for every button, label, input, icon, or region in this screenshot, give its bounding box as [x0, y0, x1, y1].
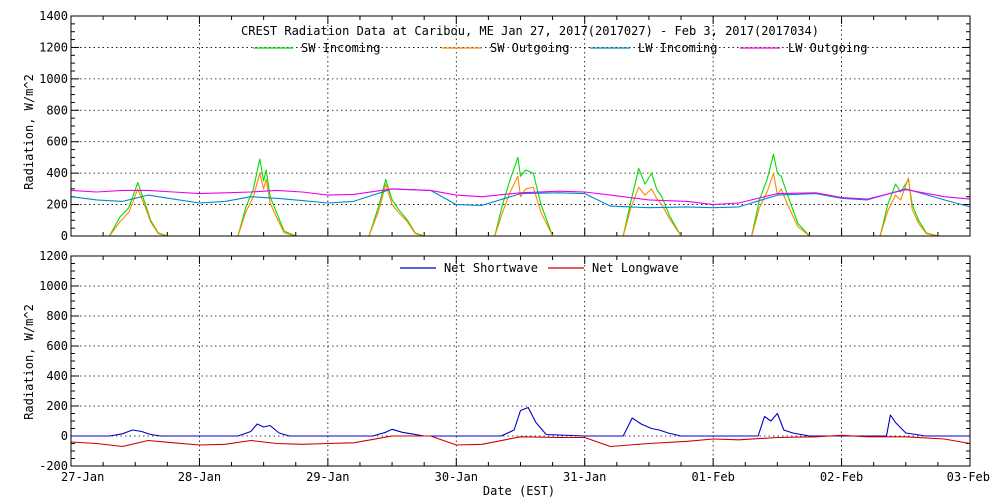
- x-axis-label: Date (EST): [483, 484, 555, 498]
- top-y-tick-label: 1000: [39, 72, 68, 86]
- net-shortwave-legend-label: Net Shortwave: [444, 261, 538, 275]
- bottom-y-tick-label: 1000: [39, 279, 68, 293]
- top-y-tick-label: 600: [46, 135, 68, 149]
- chart-title: CREST Radiation Data at Caribou, ME Jan …: [241, 24, 819, 38]
- x-tick-label: 28-Jan: [178, 470, 221, 484]
- bottom-y-axis-label: Radiation, W/m^2: [22, 304, 36, 420]
- top-plot-frame: [70, 15, 971, 237]
- bottom-y-tick-label: 800: [46, 309, 68, 323]
- x-tick-label: 30-Jan: [435, 470, 478, 484]
- x-tick-label: 03-Feb: [947, 470, 990, 484]
- top-y-tick-label: 1200: [39, 40, 68, 54]
- top-y-tick-label: 200: [46, 198, 68, 212]
- top-y-tick-label: 0: [61, 229, 68, 243]
- sw-outgoing-legend-label: SW Outgoing: [490, 41, 569, 55]
- top-panel: 0 200 400 600 800 1000 1200 1400 SW Incoming SW O…: [39, 9, 971, 243]
- x-tick-label: 27-Jan: [61, 470, 104, 484]
- bottom-panel: -200 0 200 400 600 800 1000 1200 27-Jan 28-Jan 29-…: [39, 249, 990, 484]
- net-longwave-line: [70, 434, 971, 448]
- bottom-y-tick-label: -200: [39, 459, 68, 473]
- bottom-plot-frame: [70, 255, 971, 467]
- lw-outgoing-legend-label: LW Outgoing: [788, 41, 867, 55]
- sw-incoming-line: [71, 153, 970, 237]
- lw-outgoing-line: [70, 188, 971, 206]
- bottom-y-tick-label: 200: [46, 399, 68, 413]
- net-shortwave-line: [71, 406, 970, 437]
- lw-incoming-legend-label: LW Incoming: [638, 41, 717, 55]
- top-y-axis-label: Radiation, W/m^2: [22, 74, 36, 190]
- top-y-tick-label: 1400: [39, 9, 68, 23]
- x-tick-label: 29-Jan: [306, 470, 349, 484]
- top-y-tick-label: 400: [46, 166, 68, 180]
- bottom-y-tick-label: 0: [61, 429, 68, 443]
- bottom-y-tick-label: 400: [46, 369, 68, 383]
- x-tick-label: 31-Jan: [563, 470, 606, 484]
- sw-incoming-legend-label: SW Incoming: [301, 41, 380, 55]
- net-longwave-legend-label: Net Longwave: [592, 261, 679, 275]
- bottom-y-tick-label: 1200: [39, 249, 68, 263]
- sw-outgoing-line: [71, 172, 970, 237]
- x-tick-label: 01-Feb: [691, 470, 734, 484]
- lw-incoming-line: [70, 188, 971, 209]
- top-y-tick-label: 800: [46, 103, 68, 117]
- x-tick-label: 02-Feb: [820, 470, 863, 484]
- bottom-y-tick-label: 600: [46, 339, 68, 353]
